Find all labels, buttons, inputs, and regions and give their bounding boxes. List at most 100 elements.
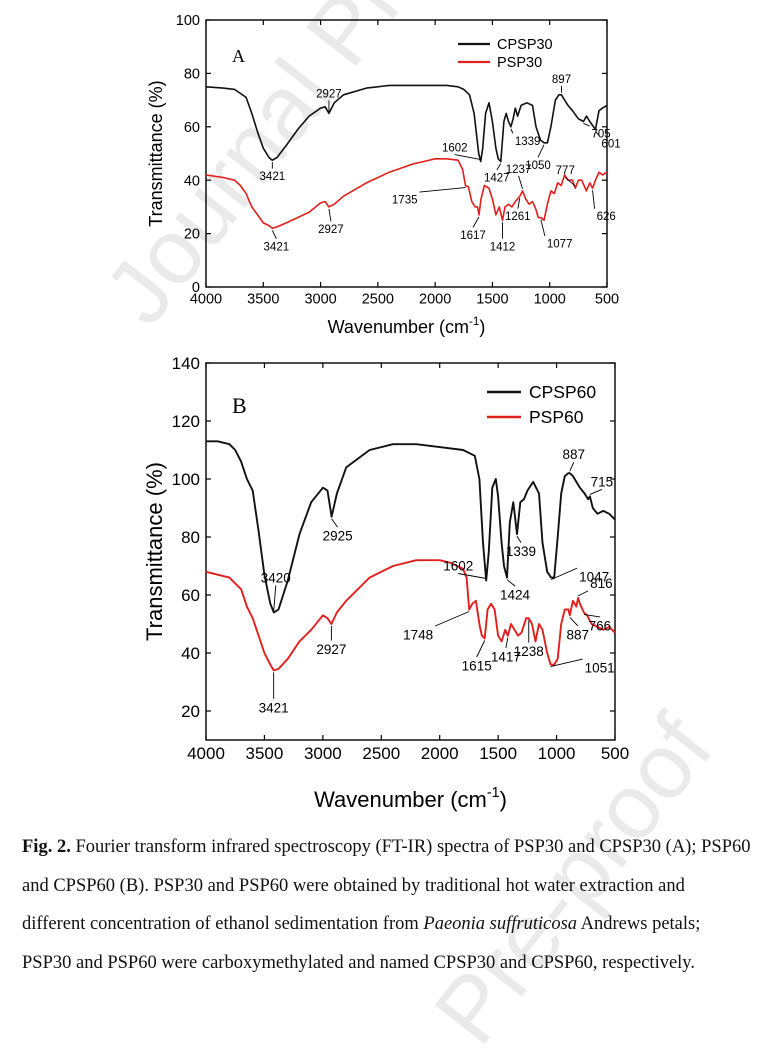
chartb-xlabel: Wavenumber (cm-1) bbox=[314, 785, 507, 812]
charta-annotation-label: 1339 bbox=[515, 136, 541, 148]
chartb-annotation-label: 816 bbox=[590, 576, 613, 591]
chartb-xtick-label: 1000 bbox=[538, 744, 576, 763]
chartb-annotation-arrow bbox=[569, 462, 575, 472]
charta-annotation-label: 777 bbox=[556, 165, 575, 177]
chartb-annotation-arrow bbox=[550, 567, 578, 581]
charta-annotation-label: 3421 bbox=[260, 171, 286, 183]
charta-annotation-arrow bbox=[271, 230, 277, 239]
chartb-annotation-label: 1051 bbox=[585, 661, 615, 676]
chartb-xtick-label: 3500 bbox=[246, 744, 284, 763]
chart-b: 4000 3500 3000 2500 2000 1500 1000 500 20 40 60 80 1… bbox=[142, 354, 629, 812]
charta-panel-label: A bbox=[232, 46, 245, 66]
charta-legend-label-psp30: PSP30 bbox=[497, 55, 542, 71]
chartb-ytick-label: 80 bbox=[181, 528, 200, 547]
caption-species: Paeonia suffruticosa bbox=[423, 914, 578, 934]
charta-annotation-label: 1602 bbox=[442, 143, 468, 155]
charta-annotation-arrow bbox=[583, 123, 590, 127]
charta-annotation-label: 1050 bbox=[525, 160, 551, 172]
chartb-legend-label-cpsp60: CPSP60 bbox=[529, 382, 596, 402]
charta-ytick-label: 100 bbox=[176, 13, 200, 29]
chartb-annotation-label: 715 bbox=[591, 474, 614, 489]
charta-annotation-label: 1617 bbox=[460, 230, 486, 242]
chartb-xlabel-close: ) bbox=[500, 787, 507, 812]
charta-xtick-label: 3500 bbox=[247, 292, 279, 308]
charta-xtick-label: 1000 bbox=[534, 292, 566, 308]
chartb-annotation-arrow bbox=[569, 616, 579, 627]
charta-xtick-label: 4000 bbox=[190, 292, 222, 308]
charta-ylabel: Transmittance (%) bbox=[146, 80, 166, 226]
charta-xlabel-exp: -1 bbox=[469, 315, 479, 328]
charta-plot-frame bbox=[205, 19, 608, 288]
charta-annotation-label: 2927 bbox=[316, 88, 342, 100]
charta-xtick-label: 3000 bbox=[304, 292, 336, 308]
chartb-annotation-arrow bbox=[583, 613, 600, 618]
charta-annotation-arrow bbox=[328, 208, 332, 222]
chartb-ylabel: Transmittance (%) bbox=[142, 462, 167, 641]
chartb-annotation-label: 1602 bbox=[443, 559, 473, 574]
chartb-annotation-arrow bbox=[516, 535, 522, 543]
chartb-xtick-label: 4000 bbox=[187, 744, 225, 763]
charta-annotation-arrow bbox=[517, 198, 521, 209]
chartb-ytick-label: 40 bbox=[181, 644, 200, 663]
charta-series-cpsp30 bbox=[205, 84, 608, 163]
charta-annotation-label: 1261 bbox=[505, 211, 531, 223]
chartb-legend-label-psp60: PSP60 bbox=[529, 407, 584, 427]
chartb-xtick-label: 500 bbox=[601, 744, 629, 763]
charta-series-psp30 bbox=[205, 158, 608, 230]
charta-ytick-label: 60 bbox=[184, 120, 200, 136]
chartb-xlabel-exp: -1 bbox=[487, 785, 500, 801]
chartb-annotation-arrow bbox=[506, 579, 516, 587]
chartb-annotation-label: 3420 bbox=[261, 570, 291, 585]
figure-caption: Fig. 2. Fourier transform infrared spect… bbox=[22, 828, 752, 982]
charta-xlabel: Wavenumber (cm-1) bbox=[328, 315, 486, 337]
chartb-annotation-label: 1417 bbox=[491, 650, 521, 665]
caption-text-1: Fourier transform infrared spectroscopy … bbox=[22, 837, 751, 934]
chartb-ytick-label: 20 bbox=[181, 702, 200, 721]
charta-annotation-label: 1427 bbox=[484, 173, 510, 185]
charta-annotation-label: 1077 bbox=[547, 239, 573, 251]
chartb-series-psp60 bbox=[205, 559, 616, 672]
chartb-annotation-arrow bbox=[577, 590, 589, 597]
charta-annotation-label: 1412 bbox=[490, 241, 516, 253]
charta-annotation-arrow bbox=[510, 128, 514, 134]
charta-annotation-arrow bbox=[419, 187, 466, 193]
chartb-annotation-label: 1238 bbox=[514, 644, 544, 659]
charta-annotation-arrow bbox=[472, 216, 480, 228]
charta-ytick-label: 80 bbox=[184, 66, 200, 82]
charta-xlabel-close: ) bbox=[479, 317, 485, 337]
chartb-annotation-arrow bbox=[434, 611, 470, 627]
charta-annotation-label: 2927 bbox=[318, 224, 344, 236]
chartb-xtick-label: 3000 bbox=[304, 744, 342, 763]
chart-a: 4000 3500 3000 2500 2000 1500 1000 500 0 20 40 60 80… bbox=[146, 13, 621, 337]
chartb-annotation-label: 3421 bbox=[259, 700, 289, 715]
charta-annotation-arrow bbox=[454, 154, 481, 160]
charta-annotation-arrow bbox=[564, 176, 576, 187]
charta-annotation-label: 1237 bbox=[506, 164, 532, 176]
chartb-annotation-label: 887 bbox=[563, 447, 586, 462]
charta-annotation-label: 3421 bbox=[264, 241, 290, 253]
chartb-plot-frame bbox=[205, 362, 616, 741]
chartb-annotation-arrow bbox=[458, 573, 487, 579]
charta-annotation-arrow bbox=[595, 131, 600, 137]
chartb-annotation-label: 887 bbox=[567, 627, 590, 642]
chartb-annotation-arrow bbox=[589, 488, 603, 495]
charta-annotation-arrow bbox=[540, 219, 546, 237]
chartb-annotation-label: 2925 bbox=[323, 529, 353, 544]
chartb-ytick-label: 120 bbox=[172, 412, 200, 431]
charta-annotation-label: 626 bbox=[597, 211, 616, 223]
caption-fig-label: Fig. 2. bbox=[22, 837, 71, 857]
charta-annotation-arrow bbox=[496, 163, 502, 171]
charta-annotation-arrow bbox=[518, 175, 523, 190]
charta-ytick-label: 20 bbox=[184, 227, 200, 243]
chartb-annotation-label: 1047 bbox=[579, 570, 609, 585]
chartb-annotation-label: 766 bbox=[589, 618, 612, 633]
chartb-xlabel-word: Wavenumber (cm bbox=[314, 787, 487, 812]
chartb-annotation-label: 1748 bbox=[403, 628, 433, 643]
chartb-annotation-label: 1424 bbox=[500, 588, 531, 603]
charta-xtick-label: 2500 bbox=[362, 292, 394, 308]
chartb-annotation-label: 1615 bbox=[462, 659, 492, 674]
charta-annotation-label: 601 bbox=[601, 138, 620, 150]
charta-xtick-label: 1500 bbox=[476, 292, 508, 308]
chartb-annotation-arrow bbox=[331, 518, 338, 528]
chartb-annotation-arrow bbox=[476, 640, 486, 658]
